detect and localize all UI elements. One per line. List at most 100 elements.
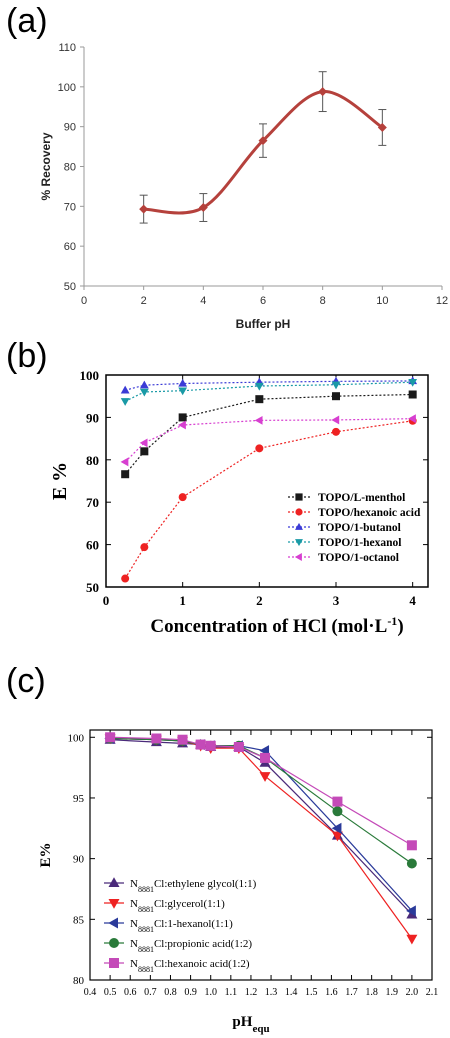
legend-marker (108, 877, 120, 887)
legend-marker (295, 539, 303, 547)
y-axis-label: % Recovery (39, 132, 53, 200)
y-tick-label: 60 (86, 538, 99, 553)
data-point (140, 447, 149, 456)
data-point (259, 772, 271, 782)
data-point (406, 858, 417, 869)
y-tick-label: 100 (58, 82, 76, 94)
data-point (177, 734, 188, 745)
y-tick-label: 100 (80, 368, 100, 383)
series-line (124, 381, 413, 402)
data-point (318, 87, 328, 97)
data-point (331, 822, 342, 834)
x-tick-label: 0.9 (184, 987, 197, 998)
data-point (254, 382, 264, 391)
data-point (139, 204, 149, 214)
legend-label: TOPO/1-octanol (318, 552, 399, 564)
x-tick-label: 0 (103, 593, 110, 608)
x-tick-label: 1.3 (265, 987, 278, 998)
y-tick-label: 90 (64, 122, 76, 134)
panel-a-label: (a) (6, 2, 48, 40)
legend-marker (109, 958, 119, 968)
x-tick-label: 6 (260, 295, 266, 307)
y-tick-label: 60 (64, 241, 76, 253)
x-tick-label: 1.0 (204, 987, 217, 998)
legend-marker (108, 899, 120, 909)
x-tick-label: 8 (320, 295, 326, 307)
x-tick-label: 1.4 (285, 987, 298, 998)
x-tick-label: 4 (409, 593, 416, 608)
x-tick-label: 1.8 (365, 987, 378, 998)
x-axis-label: Concentration of HCl (mol·L-1) (150, 614, 403, 637)
plot-frame (105, 374, 429, 588)
series-4 (105, 732, 417, 851)
legend-label: TOPO/L-menthol (318, 492, 405, 504)
x-tick-label: 0.8 (164, 987, 177, 998)
series-3 (120, 379, 418, 406)
data-point (178, 493, 187, 502)
legend-label: TOPO/1-butanol (318, 522, 401, 534)
x-axis-label: Buffer pH (236, 317, 291, 331)
data-point (406, 840, 417, 851)
series-4 (120, 414, 416, 467)
chart-c-svg: 0.4 0.5 0.6 0.7 0.8 0.9 1.0 1.1 1.2 1.3 1.4 1.5 1.6 1… (38, 729, 438, 1035)
y-tick-label: 100 (68, 732, 85, 744)
panel-a: (a) 0 2 4 6 8 10 12 50 60 70 80 90 100 110 Buffer pH % … (0, 0, 450, 335)
x-tick-label: 3 (333, 593, 340, 608)
legend-marker (295, 522, 303, 530)
y-tick-label: 50 (86, 580, 99, 595)
data-point (178, 420, 186, 430)
panel-c: (c) 0.4 0.5 0.6 0.7 0.8 0.9 1.0 1.1 1.2 1.3 1.4 1.5… (0, 660, 450, 1038)
y-tick-label: 80 (64, 162, 76, 174)
y-axis-label: E % (49, 462, 71, 500)
x-tick-label: 0.5 (104, 987, 117, 998)
x-tick-label: 10 (376, 295, 388, 307)
data-point (408, 414, 416, 424)
panel-c-label: (c) (6, 662, 46, 700)
panel-b-label: (b) (6, 337, 48, 375)
data-point (151, 733, 162, 744)
y-tick-label: 85 (73, 914, 85, 926)
series-line (124, 393, 413, 475)
data-point (139, 388, 149, 397)
data-point (121, 470, 130, 479)
data-point (178, 413, 187, 422)
data-point (121, 574, 130, 583)
data-point (120, 385, 130, 394)
data-point (408, 379, 418, 387)
legend-label: TOPO/hexanoic acid (318, 507, 421, 519)
y-tick-label: 70 (86, 495, 99, 510)
y-tick-label: 50 (64, 281, 76, 293)
data-point (406, 934, 418, 945)
series-line (125, 380, 413, 391)
x-tick-label: 0 (81, 295, 87, 307)
legend-label: N8881Cl:hexanoic acid(1:2) (130, 958, 250, 974)
data-point (139, 438, 148, 448)
series-2 (120, 376, 418, 394)
x-tick-label: 12 (436, 295, 448, 307)
data-point (331, 415, 340, 425)
data-point (258, 136, 268, 146)
data-point (233, 741, 244, 752)
data-point (120, 457, 129, 467)
x-tick-label: 2 (141, 295, 147, 307)
y-tick-label: 90 (86, 410, 99, 425)
data-point (255, 444, 264, 453)
data-point (255, 395, 264, 404)
data-point (332, 806, 343, 817)
x-tick-label: 1.9 (386, 987, 399, 998)
x-axis-label: pHequ (232, 1014, 269, 1035)
x-tick-label: 0.7 (144, 987, 157, 998)
x-tick-label: 1 (179, 593, 186, 608)
data-point (205, 740, 216, 751)
data-point (377, 122, 387, 132)
y-tick-label: 80 (86, 453, 99, 468)
data-point (178, 387, 188, 396)
y-tick-label: 70 (64, 201, 76, 213)
series-line (124, 420, 413, 579)
x-tick-label: 1.1 (225, 987, 238, 998)
legend-marker (295, 508, 303, 516)
x-tick-label: 0.4 (84, 987, 97, 998)
data-point (332, 427, 340, 436)
legend-label: TOPO/1-hexanol (318, 537, 402, 549)
legend-marker (109, 938, 119, 948)
